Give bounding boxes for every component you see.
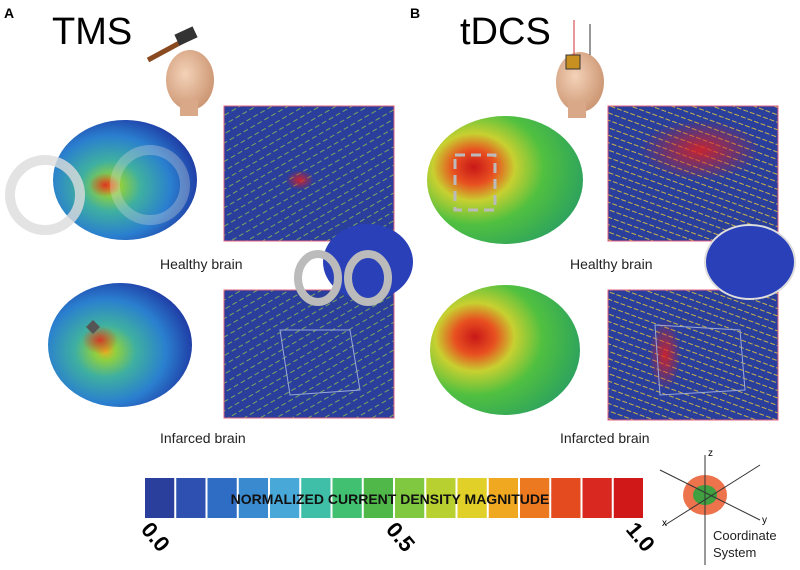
axis-letter: y	[762, 515, 767, 526]
colorbar-swatch	[207, 478, 237, 518]
hotspot	[82, 326, 118, 354]
brain-map	[48, 283, 192, 407]
hotspot	[649, 320, 681, 390]
coordinate-caption: Coordinate System	[713, 528, 777, 560]
lesion-outline	[654, 324, 746, 396]
colorbar-swatch	[332, 478, 362, 518]
colorbar-label: NORMALIZED CURRENT DENSITY MAGNITUDE	[231, 491, 550, 507]
colorbar-tick: 0.5	[381, 517, 420, 557]
colorbar-tick: 0.0	[136, 517, 175, 557]
colorbar-swatch	[301, 478, 331, 518]
colorbar-tick: 1.0	[621, 517, 660, 557]
panel-title: TMS	[52, 11, 132, 53]
colorbar-swatch	[520, 478, 550, 518]
colorbar-swatch	[363, 478, 393, 518]
brain-caption: Infarcted brain	[560, 430, 650, 446]
colorbar-swatch	[488, 478, 518, 518]
colorbar-swatch	[145, 478, 175, 518]
hotspot	[89, 173, 121, 197]
brain-map	[430, 285, 580, 415]
coordinate-glyph	[659, 455, 761, 565]
colorbar-swatch	[238, 478, 268, 518]
coil	[294, 250, 392, 306]
colorbar	[145, 478, 643, 518]
lesion-outline	[279, 329, 361, 396]
panel-letter: A	[4, 5, 14, 21]
colorbar-swatch	[176, 478, 206, 518]
head-icon	[146, 26, 214, 116]
marker	[86, 320, 100, 334]
electrode	[453, 153, 497, 212]
panel-title: tDCS	[460, 11, 551, 53]
field-view	[607, 289, 779, 421]
hotspot	[640, 120, 760, 180]
colorbar-swatch	[551, 478, 581, 518]
panel-letter: B	[410, 5, 420, 21]
coil	[5, 145, 190, 235]
mini-brain	[704, 224, 796, 300]
axis-letter: z	[708, 448, 713, 459]
brain-caption: Infarced brain	[160, 430, 246, 446]
colorbar-swatch	[270, 478, 300, 518]
colorbar-swatch	[395, 478, 425, 518]
hotspot	[286, 170, 314, 190]
axis-letter: x	[662, 518, 667, 529]
colorbar-swatch	[582, 478, 612, 518]
brain-caption: Healthy brain	[570, 256, 653, 272]
colorbar-swatch	[457, 478, 487, 518]
brain-map	[53, 120, 197, 240]
field-view	[223, 289, 395, 419]
head-icon	[556, 20, 604, 118]
colorbar-swatch	[426, 478, 456, 518]
brain-map	[427, 116, 583, 244]
brain-caption: Healthy brain	[160, 256, 243, 272]
colorbar-swatch	[613, 478, 643, 518]
